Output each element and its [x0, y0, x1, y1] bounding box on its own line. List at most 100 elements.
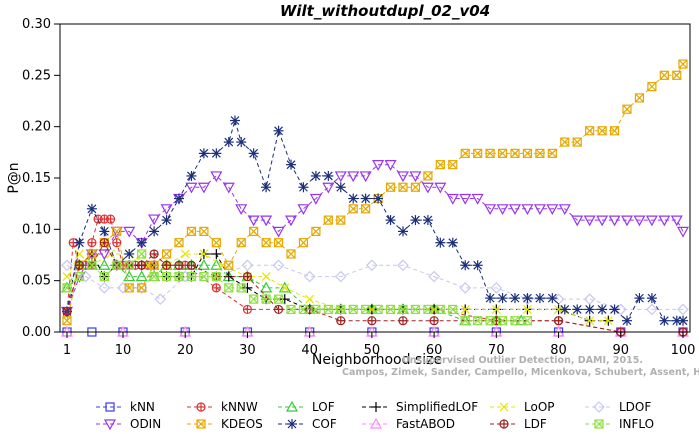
legend-marker-inflo [594, 419, 604, 429]
legend-item-ldof: LDOF [585, 400, 651, 414]
data-point-ldof [521, 293, 534, 305]
data-point-odin [496, 204, 509, 216]
data-point-inflo [224, 283, 234, 293]
series-layer [60, 59, 690, 337]
data-point-ldf [553, 316, 564, 326]
x-tick-label: 80 [550, 343, 567, 358]
data-point-cof [74, 237, 85, 248]
data-point-cof [609, 304, 620, 315]
data-point-odin [508, 204, 522, 216]
data-point-cof [559, 304, 570, 315]
data-point-inflo [62, 283, 72, 293]
data-point-ldof [98, 282, 111, 294]
legend-label-knnw: kNNW [221, 400, 258, 414]
data-point-inflo [336, 304, 346, 315]
data-point-kdeos [311, 226, 321, 236]
data-point-lof [278, 281, 291, 293]
data-point-odin [309, 193, 322, 205]
data-point-inflo [211, 271, 221, 282]
data-point-loop [460, 304, 470, 314]
data-point-simplifiedlof [211, 248, 222, 259]
data-point-kdeos [249, 226, 259, 236]
legend-label-inflo: INFLO [619, 417, 654, 431]
data-point-kdeos [597, 126, 607, 136]
data-point-cof [323, 170, 334, 181]
data-point-kdeos [186, 226, 197, 236]
y-axis-label: P@n [6, 162, 22, 193]
watermark: Unsupervised Outlier Detection, DAMI, 20… [342, 355, 699, 378]
data-point-ldof [428, 270, 440, 283]
data-point-simplifiedlof [279, 294, 290, 305]
data-point-lof [135, 270, 148, 282]
series-kdeos [62, 59, 688, 326]
data-point-inflo [236, 283, 246, 293]
data-point-ldof [366, 259, 378, 272]
data-point-odin [484, 204, 497, 216]
data-point-ldof [334, 270, 347, 283]
data-point-odin [148, 214, 161, 226]
legend-item-kdeos: KDEOS [187, 417, 263, 431]
data-point-odin [197, 182, 210, 194]
data-point-kdeos [585, 126, 595, 136]
data-point-ldof [490, 282, 503, 294]
data-point-odin [583, 215, 596, 227]
data-point-odin [645, 215, 658, 227]
data-point-lof [260, 281, 273, 293]
data-point-knnw [87, 238, 97, 248]
data-point-lof [210, 259, 223, 270]
data-point-cof [460, 260, 471, 271]
data-point-loop [523, 304, 532, 314]
data-point-kdeos [448, 160, 458, 170]
data-point-kdeos [323, 215, 333, 225]
data-point-cof [348, 193, 359, 204]
data-point-cof [646, 293, 657, 304]
data-point-ldf [367, 316, 377, 326]
data-point-odin [297, 204, 310, 216]
data-point-inflo [423, 304, 433, 315]
data-point-cof [198, 148, 209, 159]
data-point-cof [99, 226, 110, 237]
data-point-odin [272, 226, 285, 238]
data-point-odin [676, 226, 690, 238]
data-point-kdeos [672, 70, 682, 80]
data-point-cof [124, 248, 135, 259]
data-point-cof [522, 293, 533, 304]
data-point-kdeos [647, 82, 657, 92]
data-point-inflo [522, 316, 533, 326]
legend-item-cof: COF [278, 417, 337, 431]
legend-label-kdeos: KDEOS [221, 417, 263, 431]
data-point-kdeos [211, 238, 221, 248]
data-point-cof [174, 193, 184, 204]
data-point-kdeos [535, 148, 545, 158]
data-point-knnw [105, 214, 116, 224]
data-point-cof [659, 315, 670, 326]
data-point-kdeos [137, 283, 147, 293]
data-point-odin [446, 193, 459, 205]
data-point-ldof [135, 282, 148, 294]
data-point-ldof [79, 270, 92, 283]
data-point-kdeos [609, 126, 620, 136]
x-tick-label: 60 [426, 343, 443, 358]
data-point-cof [572, 304, 583, 315]
data-point-inflo [199, 271, 209, 282]
data-point-odin [160, 204, 173, 216]
legend-label-odin: ODIN [130, 417, 161, 431]
data-point-odin [210, 171, 223, 183]
data-point-kdeos [497, 148, 508, 158]
data-point-cof [497, 293, 508, 304]
series-line-ldof [66, 264, 683, 310]
legend-label-simplifiedlof: SimplifiedLOF [396, 400, 478, 414]
data-point-odin [359, 171, 372, 183]
data-point-odin [123, 226, 136, 238]
data-point-odin [409, 171, 422, 183]
series-odin [60, 160, 690, 318]
legend-marker-knn [105, 402, 115, 412]
data-point-inflo [261, 294, 271, 304]
data-point-cof [136, 237, 147, 248]
x-tick-label: 20 [177, 343, 194, 358]
series-line-cof [66, 118, 683, 322]
data-point-ldof [117, 282, 129, 294]
data-point-cof [149, 226, 160, 237]
data-point-odin [670, 215, 683, 227]
data-point-ldf [137, 260, 147, 270]
